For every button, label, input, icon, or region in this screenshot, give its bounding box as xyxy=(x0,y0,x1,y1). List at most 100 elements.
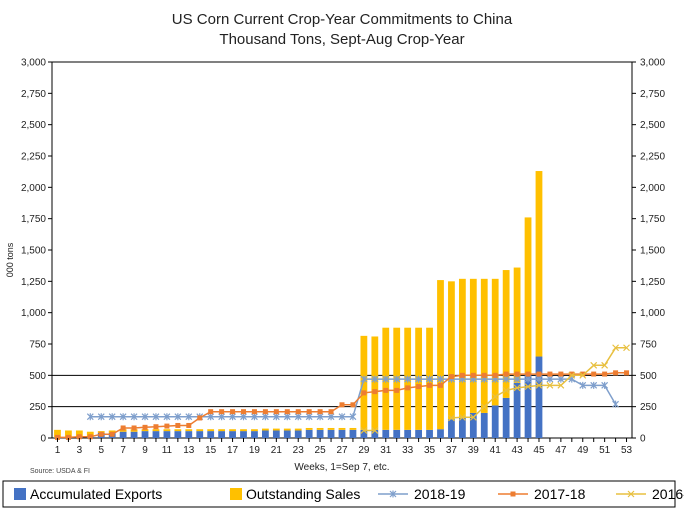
series-2017-18-point xyxy=(262,409,268,415)
series-2017-18-point xyxy=(613,370,619,376)
series-2017-18-point xyxy=(536,371,542,377)
bar-outstanding-sales xyxy=(251,429,258,432)
y-tick-label-right: 1,500 xyxy=(640,246,665,257)
series-2018-19-point-shape xyxy=(502,375,510,383)
series-2018-19-point-shape xyxy=(163,413,171,421)
series-2018-19-point-shape xyxy=(382,375,390,383)
x-tick-label: 11 xyxy=(162,445,173,456)
legend-item-marker-shape xyxy=(389,490,397,498)
series-2018-19-point xyxy=(261,413,269,421)
series-2018-19-point xyxy=(86,413,94,421)
series-2017-18-point xyxy=(470,372,476,378)
y-tick-label-right: 2,250 xyxy=(640,152,665,163)
series-2017-18-point xyxy=(219,409,225,415)
series-2017-18-point xyxy=(328,409,334,415)
bar-accumulated-exports xyxy=(480,412,488,438)
series-2018-19-point xyxy=(513,375,521,383)
legend-box xyxy=(2,480,676,508)
x-tick-label: 31 xyxy=(380,445,392,456)
series-2018-19-point xyxy=(316,413,324,421)
series-2016-17-point xyxy=(502,386,510,394)
series-2018-19-point-shape xyxy=(612,400,620,408)
series-2017-18-point xyxy=(230,409,236,415)
series-2018-19-point xyxy=(185,413,193,421)
series-2017-18-point xyxy=(361,390,367,396)
bar-accumulated-exports xyxy=(513,382,521,438)
bar-accumulated-exports xyxy=(229,431,236,438)
series-2018-19-point-shape xyxy=(590,381,598,389)
legend-item-marker-shape xyxy=(627,490,635,498)
bar-accumulated-exports xyxy=(371,429,379,438)
series-2016-17-point xyxy=(469,413,477,421)
series-2017-18-point xyxy=(251,409,257,415)
x-tick-label: 45 xyxy=(533,445,545,456)
bar-accumulated-exports xyxy=(382,429,390,438)
bar-outstanding-sales xyxy=(305,427,313,430)
series-2017-18-point xyxy=(350,402,356,408)
chart-title: US Corn Current Crop-Year Commitments to… xyxy=(172,11,513,28)
series-2018-19-point xyxy=(535,375,543,383)
bar-outstanding-sales xyxy=(535,171,543,357)
series-2018-19-point-shape xyxy=(349,413,357,421)
series-2017-18-point xyxy=(76,434,82,440)
series-2016-17-point-shape xyxy=(579,371,587,379)
series-2018-19-point xyxy=(130,413,138,421)
series-2017-18-point xyxy=(459,372,465,378)
series-2016-17-point xyxy=(524,383,532,391)
bar-outstanding-sales xyxy=(448,281,455,420)
bar-accumulated-exports xyxy=(294,430,302,438)
series-2018-19-point-shape xyxy=(152,413,160,421)
series-2016-17-point-shape xyxy=(448,414,455,422)
y-tick-label-right: 750 xyxy=(640,340,657,351)
bar-accumulated-exports xyxy=(272,430,280,438)
legend: Accumulated Exports Outstanding Sales 2018… xyxy=(2,480,684,508)
series-2018-19-point xyxy=(163,413,171,421)
series-2017-18-point xyxy=(175,422,181,428)
bars xyxy=(54,171,543,438)
y-tick-label: 750 xyxy=(29,340,46,351)
bar-outstanding-sales xyxy=(262,428,269,431)
bar-accumulated-exports xyxy=(415,429,422,438)
bar-outstanding-sales xyxy=(272,428,280,431)
series-2016-17-point-shape xyxy=(568,371,576,379)
bar-outstanding-sales xyxy=(218,429,226,432)
y-tick-label-right: 1,750 xyxy=(640,214,665,225)
series-2018-19-point-shape xyxy=(108,413,116,421)
series-2018-19-point-shape xyxy=(535,375,543,383)
series-2016-17-point-shape xyxy=(590,361,598,369)
bar-accumulated-exports xyxy=(196,431,204,438)
series-2017-18-point xyxy=(241,409,247,415)
x-tick-label: 51 xyxy=(599,445,611,456)
series-2017-18-point xyxy=(208,409,214,415)
bar-accumulated-exports xyxy=(251,431,258,438)
x-tick-label: 19 xyxy=(249,445,261,456)
series-2018-19-point-shape xyxy=(415,375,423,383)
series-2018-19-point xyxy=(240,413,247,421)
bar-accumulated-exports xyxy=(535,356,543,438)
series-2016-17-point xyxy=(360,427,368,434)
bar-outstanding-sales xyxy=(327,427,335,430)
bar-accumulated-exports xyxy=(491,405,499,438)
series-2016-17-point-shape xyxy=(524,383,532,391)
bar-accumulated-exports xyxy=(207,431,215,438)
legend-item-marker xyxy=(627,490,635,498)
series-2018-19-point xyxy=(415,375,423,383)
series-2017-18-point xyxy=(525,371,531,377)
bar-outstanding-sales xyxy=(371,336,379,430)
series-2018-19-point xyxy=(349,413,357,421)
series-2018-19-point-shape xyxy=(119,413,127,421)
bar-outstanding-sales xyxy=(458,278,466,418)
y-tick-label-right: 1,000 xyxy=(640,308,665,319)
bar-outstanding-sales xyxy=(283,428,291,431)
bar-outstanding-sales xyxy=(152,429,160,432)
series-2018-19-point xyxy=(152,413,160,421)
series-2016-17-point-shape xyxy=(601,361,609,369)
series-2017-18-point xyxy=(492,372,498,378)
bar-outstanding-sales xyxy=(294,428,302,431)
x-tick-label: 29 xyxy=(358,445,370,456)
series-2018-19-point-shape xyxy=(327,413,335,421)
y-tick-label: 1,500 xyxy=(21,246,46,257)
y-tick-label: 250 xyxy=(29,402,46,413)
series-2018-19-point-shape xyxy=(97,413,105,421)
series-2016-17-point xyxy=(513,384,521,392)
